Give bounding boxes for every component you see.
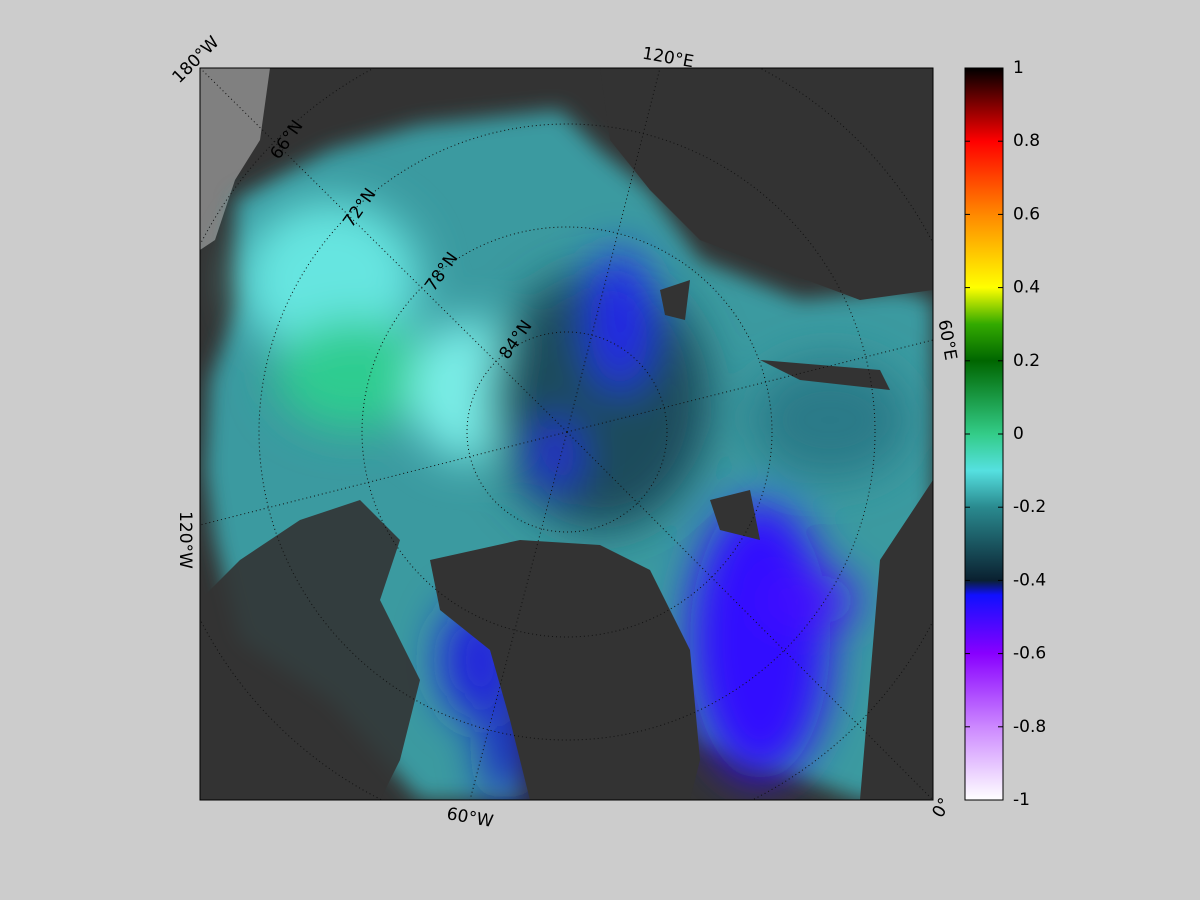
ice-anomaly [240, 200, 910, 800]
colorbar-tick-label: 0.2 [1013, 351, 1040, 371]
colorbar-tick-label: 1 [1013, 58, 1024, 78]
novaya-zemlya [760, 360, 890, 390]
siberia [600, 68, 933, 300]
colorbar-tick-label: -0.2 [1013, 497, 1046, 517]
island [660, 280, 690, 320]
scandinavia [860, 480, 933, 800]
colorbar-tick-label: 0.4 [1013, 278, 1040, 298]
gray-region [200, 68, 270, 250]
svalbard [710, 490, 760, 540]
colorbar-tick-label: 0.8 [1013, 131, 1040, 151]
longitude-label: 60°E [934, 318, 961, 362]
greenland [430, 540, 700, 800]
colorbar-tick-label: 0.6 [1013, 204, 1040, 224]
colorbar-tick-label: 0 [1013, 424, 1024, 444]
longitude-label: 60°W [445, 804, 495, 832]
colorbar-tick-label: -0.8 [1013, 717, 1046, 737]
longitude-label: 120°W [175, 511, 195, 569]
map-frame [199, 67, 934, 801]
canada [200, 500, 420, 800]
colorbar-tick-label: -0.6 [1013, 644, 1046, 664]
colorbar [964, 67, 1004, 801]
map [200, 68, 933, 800]
colorbar-tick-label: -1 [1013, 790, 1030, 810]
graticule [200, 68, 933, 800]
colorbar-tick-label: -0.4 [1013, 570, 1046, 590]
